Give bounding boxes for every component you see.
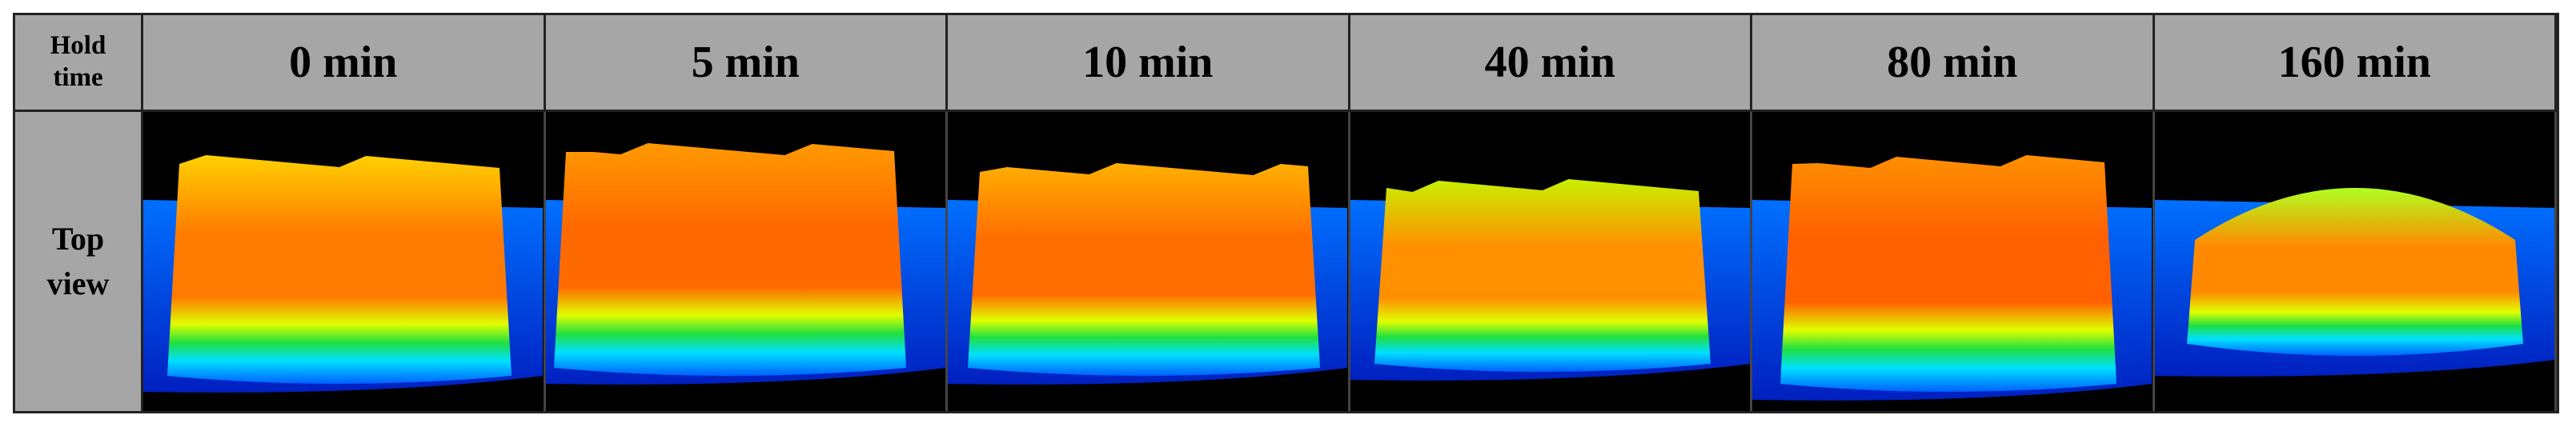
height-map — [545, 112, 945, 411]
height-map — [2154, 112, 2554, 411]
height-map — [1350, 112, 1750, 411]
column-header: 160 min — [2154, 15, 2557, 112]
top-view-image — [1752, 112, 2155, 411]
figure-table: Hold time Top view 0 min 5 min — [13, 13, 2559, 413]
height-map — [143, 112, 544, 411]
top-view-image — [143, 112, 546, 411]
top-view-image — [2154, 112, 2557, 411]
top-view-image — [545, 112, 948, 411]
corner-header: Hold time — [15, 15, 143, 112]
top-view-image — [1350, 112, 1752, 411]
column-header: 0 min — [143, 15, 546, 112]
column-header: 5 min — [545, 15, 948, 112]
column-header: 40 min — [1350, 15, 1752, 112]
column-header: 10 min — [948, 15, 1350, 112]
column-header: 80 min — [1752, 15, 2155, 112]
row-label: Top view — [15, 112, 143, 411]
height-map — [948, 112, 1348, 411]
height-map — [1752, 112, 2153, 411]
top-view-image — [948, 112, 1350, 411]
